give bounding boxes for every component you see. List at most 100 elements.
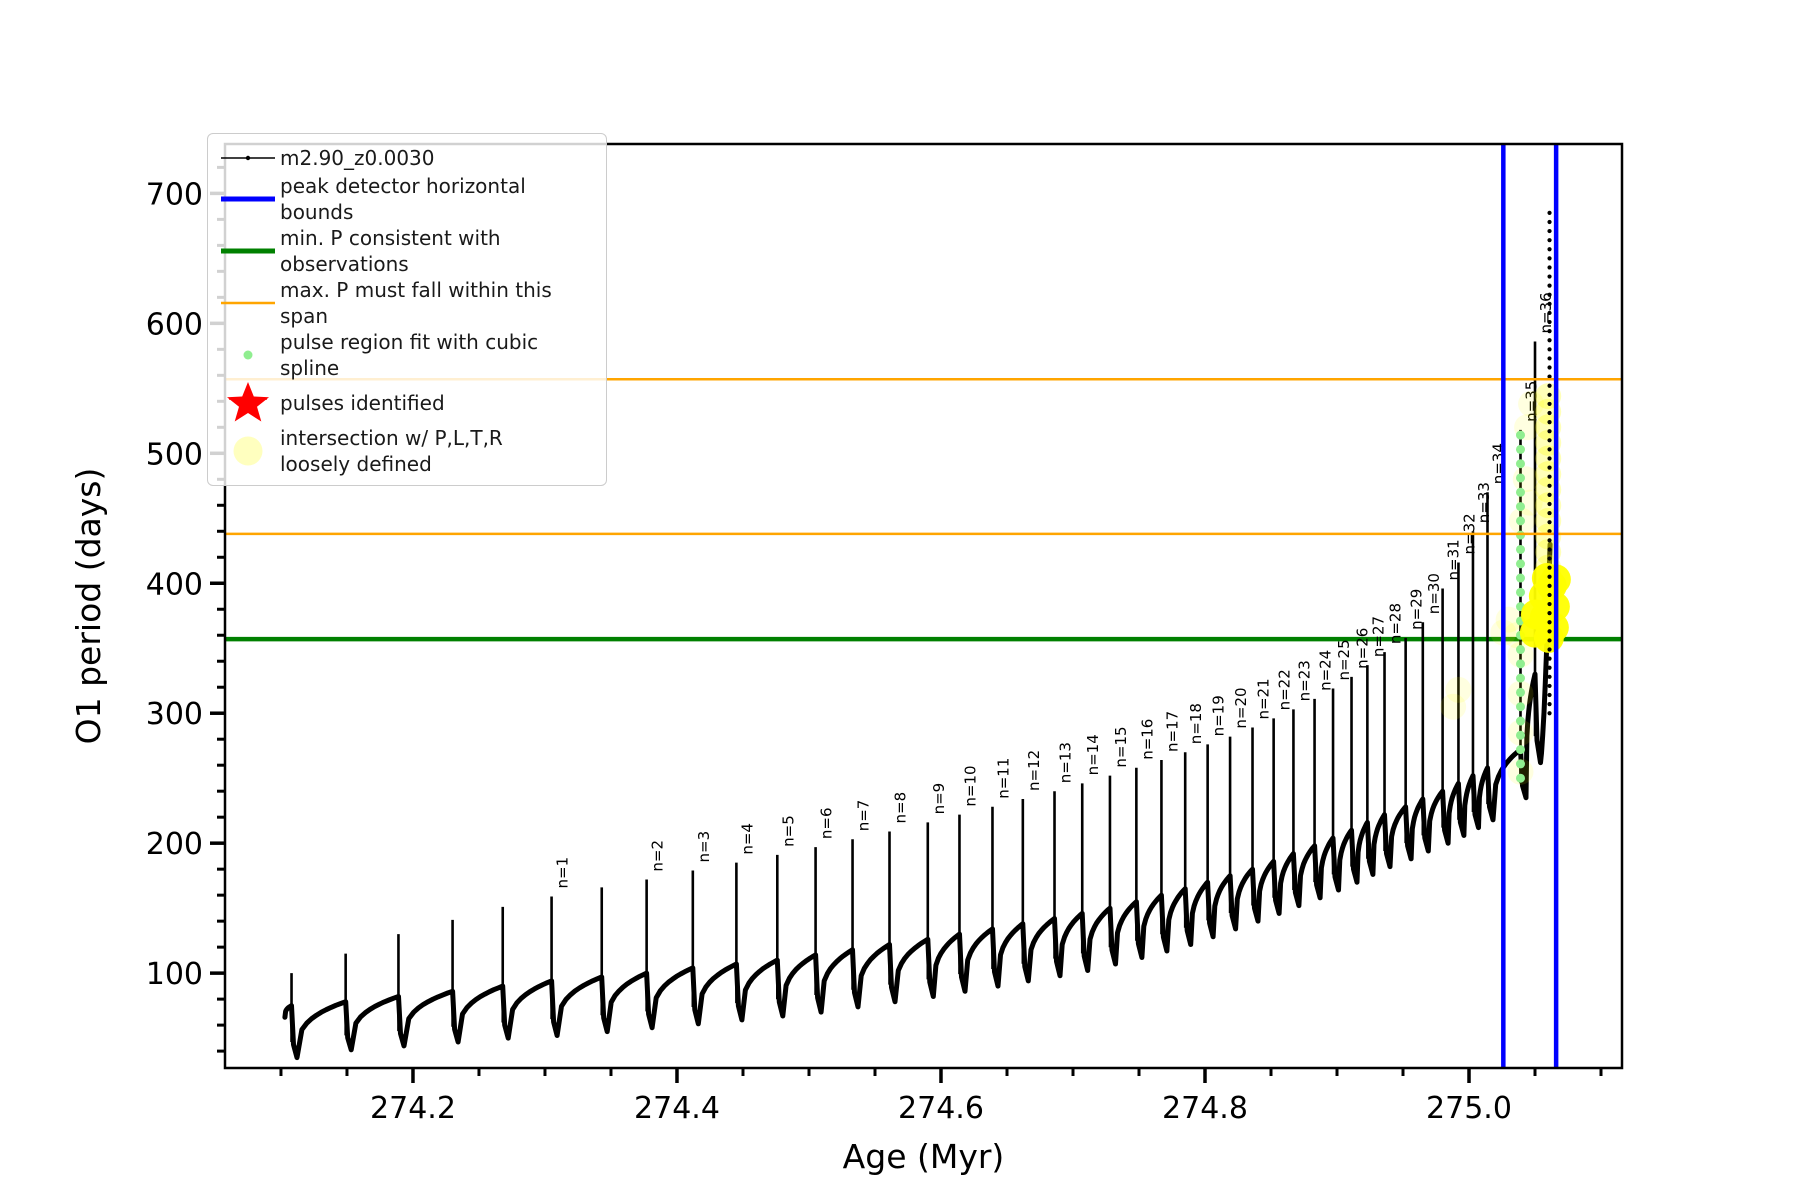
curve-dot	[1547, 501, 1552, 507]
legend-item-1: peak detector horizontal bounds	[216, 173, 596, 225]
pulse-label: n=2	[649, 840, 667, 872]
star-marker-icon	[216, 381, 280, 425]
spline-fit-dot	[1515, 759, 1525, 769]
y-tick-label: 400	[146, 567, 203, 602]
pulse-label: n=29	[1408, 589, 1426, 630]
curve-dot	[1547, 474, 1552, 479]
curve-dot	[1547, 447, 1552, 452]
spline-fit-dot	[1515, 587, 1525, 597]
thick-line-marker-icon	[216, 194, 280, 204]
pulse-spikes	[290, 341, 1537, 1043]
spline-fit-dot	[1515, 559, 1525, 569]
intersection-marker-faint	[1440, 693, 1467, 720]
curve-dot	[1547, 565, 1552, 570]
curve-dot	[1547, 556, 1552, 561]
pulse-label: n=15	[1112, 726, 1130, 767]
legend-item-6: intersection w/ P,L,T,R loosely defined	[216, 425, 596, 477]
y-tick-label: 200	[146, 827, 203, 862]
curve-dot	[1547, 219, 1552, 225]
spline-fit-dot	[1515, 645, 1525, 655]
line-with-dot-marker-icon	[216, 153, 280, 163]
pulse-label: n=7	[855, 800, 873, 832]
spline-fit-dot	[1515, 659, 1525, 669]
spline-fit-dot	[1515, 487, 1525, 497]
curve-dot	[1547, 492, 1552, 497]
spline-fit-dot	[1515, 673, 1525, 683]
pulse-label: n=28	[1387, 603, 1405, 644]
curve-dot	[1547, 629, 1552, 634]
legend-item-label: m2.90_z0.0030	[280, 145, 435, 170]
curve-dot	[1547, 247, 1552, 252]
y-tick-label: 600	[146, 307, 203, 342]
pulse-label: n=33	[1475, 482, 1493, 523]
pulse-label: n=14	[1084, 734, 1102, 775]
curve-dot	[1547, 228, 1552, 234]
curve-dot	[1547, 483, 1552, 488]
pulse-label: n=26	[1354, 628, 1372, 669]
legend-item-label: peak detector horizontal bounds	[280, 174, 526, 224]
curve-dot	[1547, 711, 1552, 716]
x-tick-label: 274.6	[898, 1091, 984, 1126]
pulse-label: n=23	[1295, 660, 1313, 701]
pulse-label: n=35	[1522, 381, 1540, 422]
pulse-label: n=19	[1210, 695, 1228, 736]
pulse-label: n=10	[961, 765, 979, 806]
spline-fit-dot	[1515, 516, 1525, 526]
curve-dot	[1547, 674, 1552, 679]
legend-item-label: max. P must fall within this span	[280, 278, 552, 328]
thick-line-marker-icon	[216, 246, 280, 256]
pulse-label: n=13	[1057, 742, 1075, 783]
curve-dot	[1547, 465, 1552, 470]
spline-fit-dot	[1515, 530, 1525, 540]
spline-fit-dot	[1515, 745, 1525, 755]
big-translucent-dot-marker-icon	[216, 434, 280, 468]
curve-dot	[1547, 301, 1552, 306]
spline-fit-dot	[1515, 702, 1525, 712]
curve-dot	[1547, 283, 1552, 288]
curve-dot	[1547, 383, 1552, 388]
x-tick-label: 275.0	[1426, 1091, 1512, 1126]
curve-dot	[1547, 665, 1552, 670]
pulse-label: n=27	[1369, 616, 1387, 657]
pulse-label: n=6	[818, 807, 836, 839]
curve-dot	[1547, 329, 1552, 334]
pulse-label: n=30	[1425, 573, 1443, 614]
legend-item-label: min. P consistent with observations	[280, 226, 501, 276]
curve-dot	[1547, 238, 1552, 243]
tick-labels: 274.2 274.4 274.6 274.8 275.0 100 200 300 400 500…	[146, 177, 1512, 1126]
x-axis-label: Age (Myr)	[843, 1137, 1005, 1176]
curve-dot	[1547, 611, 1552, 616]
curve-dot	[1547, 601, 1552, 607]
pulse-label: n=31	[1445, 539, 1463, 580]
curve-dot	[1547, 520, 1552, 525]
spline-fit-dot	[1515, 473, 1525, 483]
curve-dot	[1547, 647, 1552, 652]
curve-dot	[1547, 702, 1552, 707]
spline-fit-dot	[1515, 544, 1525, 554]
curve-dot	[1547, 529, 1552, 534]
curve-dot	[1547, 338, 1552, 343]
curve-dot	[1547, 683, 1552, 689]
curve-dot	[1547, 638, 1552, 643]
legend-item-5: pulses identified	[216, 381, 596, 425]
pulse-label: n=5	[779, 815, 797, 847]
spline-fit-dot	[1515, 502, 1525, 512]
y-tick-label: 300	[146, 697, 203, 732]
plot-border	[223, 142, 1624, 1070]
spline-fit-dot	[1515, 687, 1525, 697]
curve-dot	[1547, 438, 1552, 443]
pulse-label: n=22	[1276, 669, 1294, 710]
x-tick-label: 274.8	[1162, 1091, 1248, 1126]
y-tick-label: 500	[146, 437, 203, 472]
pulse-label: n=25	[1335, 639, 1353, 680]
curve-dot	[1547, 592, 1552, 598]
curve-dot	[1547, 574, 1552, 579]
spline-fit-dot	[1515, 430, 1525, 440]
spline-fit-dot	[1515, 444, 1525, 454]
pulse-label: n=21	[1255, 678, 1273, 719]
curve-dot	[1547, 410, 1552, 416]
curve-dot	[1547, 510, 1552, 516]
intersection-marker-faint	[1507, 758, 1534, 785]
intersection-faint-markers	[1440, 390, 1545, 785]
